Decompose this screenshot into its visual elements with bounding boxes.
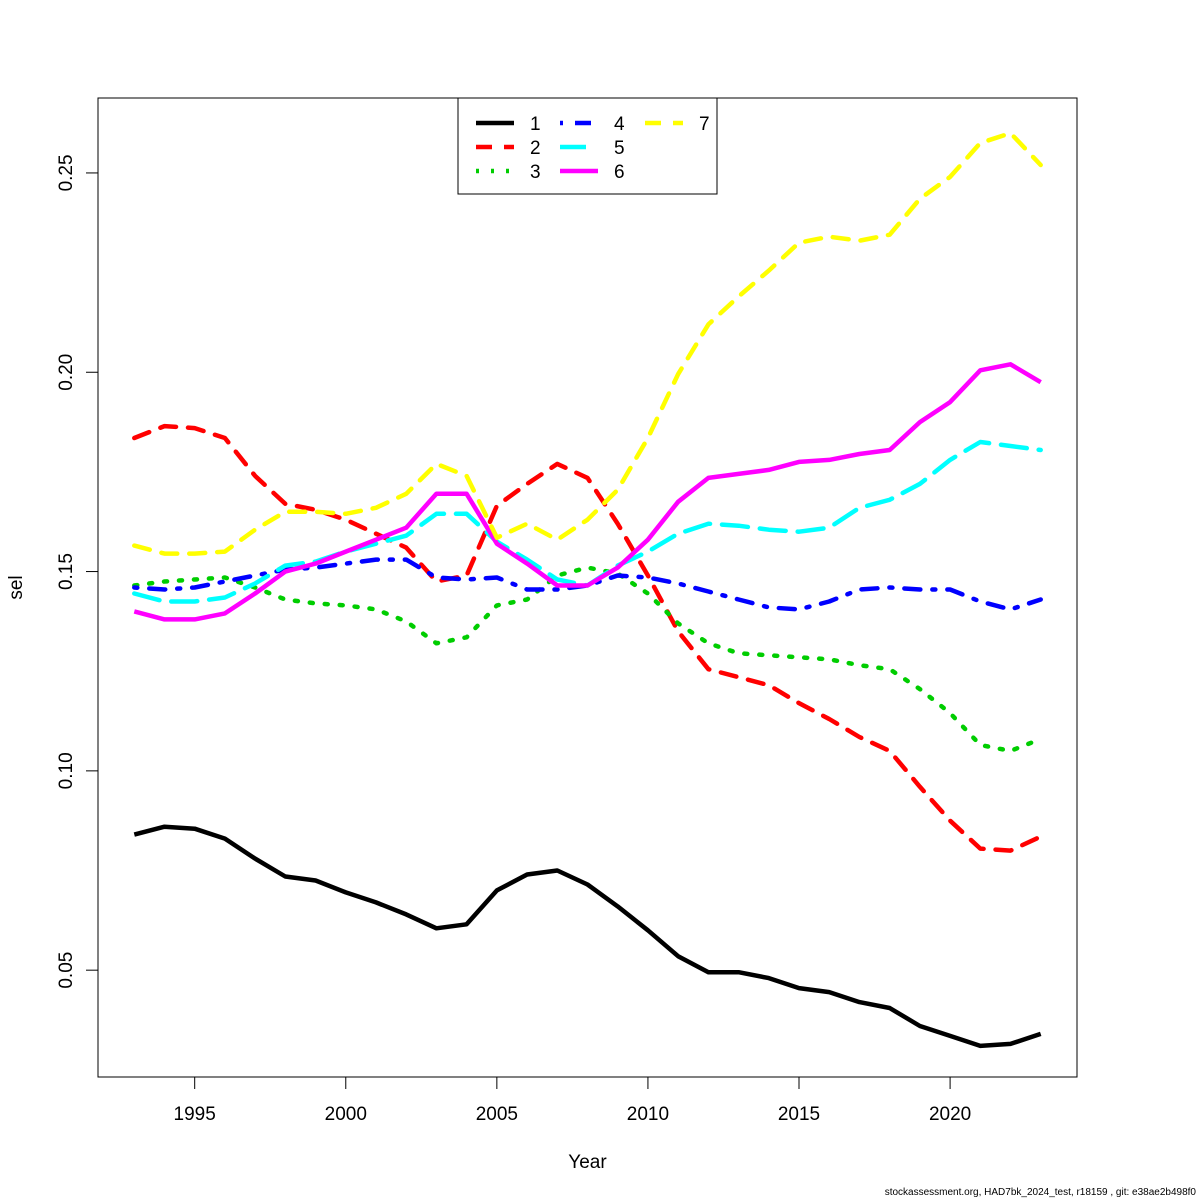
series-line-7 xyxy=(132,130,1043,556)
x-axis-title: Year xyxy=(568,1152,607,1173)
y-axis: 0.05 0.10 0.15 0.20 0.25 xyxy=(56,154,98,989)
series-line-3 xyxy=(132,565,1043,754)
series-line-6 xyxy=(133,362,1042,622)
legend-label-7: 7 xyxy=(699,114,710,135)
series-line-2 xyxy=(132,423,1043,853)
legend-label-5: 5 xyxy=(614,138,625,159)
x-tick-label: 1995 xyxy=(174,1104,216,1125)
x-tick-label: 2010 xyxy=(627,1104,669,1125)
y-tick-label: 0.10 xyxy=(56,752,77,789)
legend-label-1: 1 xyxy=(530,114,541,135)
legend: 1 2 3 4 5 6 7 xyxy=(457,97,718,195)
y-tick-label: 0.25 xyxy=(56,154,77,191)
series-layer xyxy=(132,130,1043,1049)
legend-box xyxy=(457,97,718,195)
legend-label-4: 4 xyxy=(614,114,625,135)
x-tick-label: 2000 xyxy=(325,1104,367,1125)
y-tick-label: 0.20 xyxy=(56,354,77,391)
x-axis: 1995 2000 2005 2010 2015 2020 xyxy=(174,1077,971,1125)
y-tick-label: 0.05 xyxy=(56,952,77,989)
y-tick-label: 0.15 xyxy=(56,553,77,590)
legend-label-2: 2 xyxy=(530,138,541,159)
series-line-1 xyxy=(133,824,1042,1049)
x-tick-label: 2005 xyxy=(476,1104,518,1125)
legend-label-3: 3 xyxy=(530,162,541,183)
y-axis-title: sel xyxy=(6,575,27,599)
footer-credit: stockassessment.org, HAD7bk_2024_test, r… xyxy=(884,1187,1196,1198)
x-tick-label: 2020 xyxy=(929,1104,971,1125)
x-tick-label: 2015 xyxy=(778,1104,820,1125)
legend-label-6: 6 xyxy=(614,162,625,183)
